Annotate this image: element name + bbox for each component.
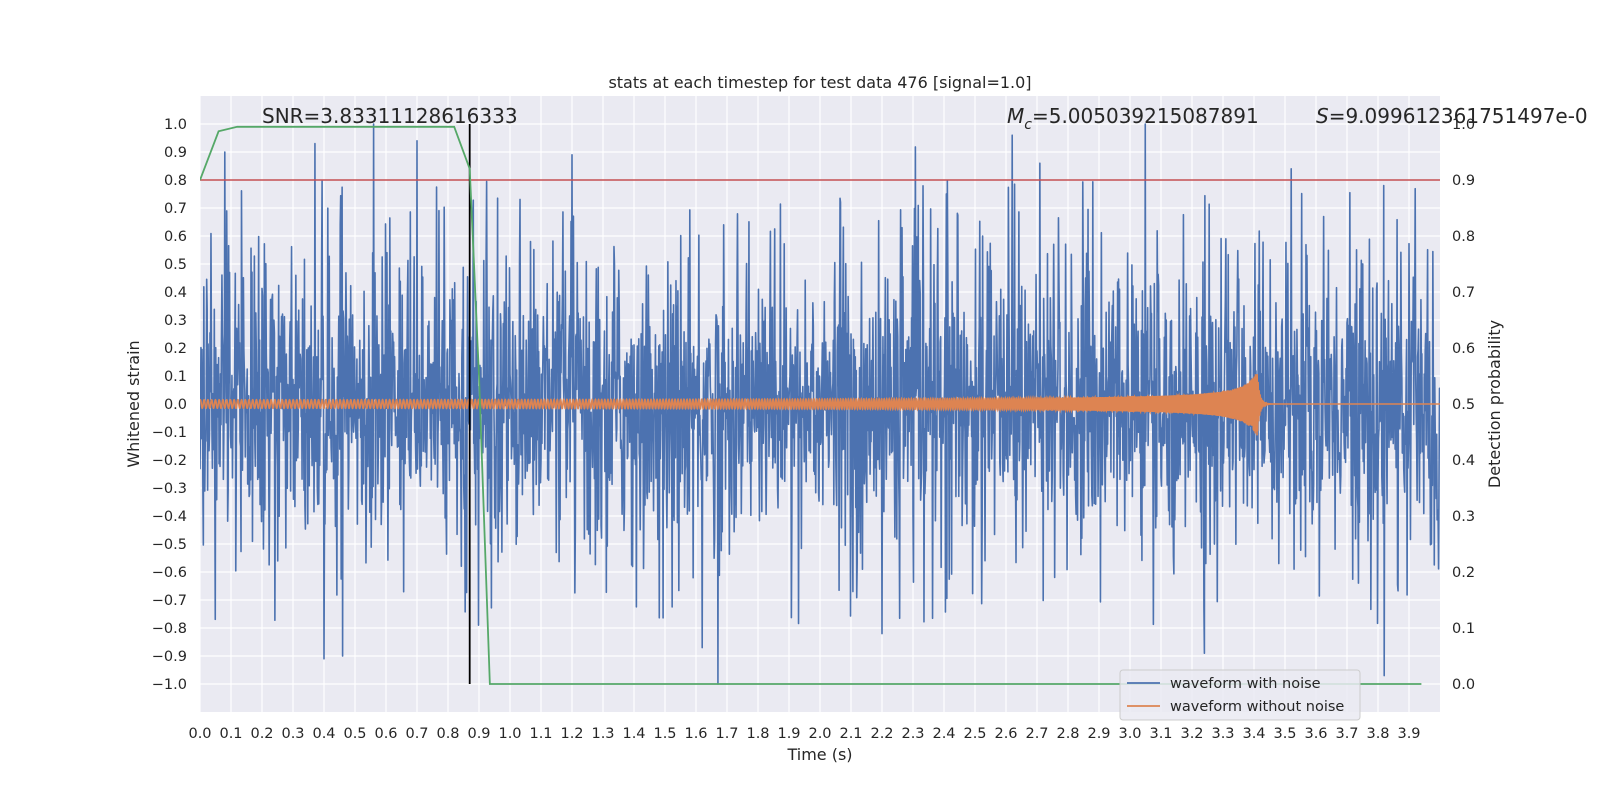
x-tick-label: 2.1 [839, 726, 862, 742]
x-tick-label: 3.4 [1242, 726, 1265, 742]
x-tick-label: 3.6 [1304, 726, 1327, 742]
x-tick-label: 2.8 [1056, 726, 1079, 742]
y-tick-label: −0.6 [152, 565, 187, 581]
x-tick-label: 1.5 [653, 726, 676, 742]
x-tick-label: 2.4 [932, 726, 955, 742]
y-tick-label: −0.9 [152, 649, 187, 665]
y2-tick-label: 0.9 [1452, 173, 1475, 189]
y-axis-label: Whitened strain [124, 340, 143, 467]
x-tick-label: 0.6 [374, 726, 397, 742]
spin-annotation: S=9.099612361751497e-0 [1316, 104, 1588, 128]
y-tick-label: 0.3 [164, 313, 187, 329]
x-axis-label: Time (s) [786, 745, 852, 764]
y-tick-label: 0.6 [164, 229, 187, 245]
y-tick-label: −0.3 [152, 481, 187, 497]
y2-tick-label: 1.0 [1452, 117, 1475, 133]
x-tick-label: 2.9 [1087, 726, 1110, 742]
y-tick-label: 1.0 [164, 117, 187, 133]
y-tick-label: −0.7 [152, 593, 187, 609]
y2-tick-label: 0.3 [1452, 509, 1475, 525]
x-tick-label: 1.7 [715, 726, 738, 742]
spin-value: =9.099612361751497e-0 [1329, 104, 1588, 128]
x-tick-label: 3.2 [1180, 726, 1203, 742]
y-tick-label: −0.4 [152, 509, 187, 525]
y2-axis-label: Detection probability [1485, 320, 1504, 488]
chart-title: stats at each timestep for test data 476… [608, 73, 1031, 92]
clean-line [200, 374, 1440, 436]
reference-lines [200, 124, 1440, 684]
y2-tick-label: 0.2 [1452, 565, 1475, 581]
legend-label-clean: waveform without noise [1170, 699, 1344, 715]
series-detection-probability [200, 125, 1422, 685]
spin-symbol: S [1316, 104, 1329, 128]
x-tick-label: 2.3 [901, 726, 924, 742]
x-tick-label: 0.8 [436, 726, 459, 742]
x-tick-label: 0.5 [343, 726, 366, 742]
legend-label-noise: waveform with noise [1170, 676, 1321, 692]
x-tick-label: 2.6 [994, 726, 1017, 742]
x-tick-label: 0.7 [405, 726, 428, 742]
y2-tick-label: 0.4 [1452, 453, 1475, 469]
x-tick-label: 1.0 [498, 726, 521, 742]
x-tick-label: 3.7 [1335, 726, 1358, 742]
y-tick-label: 0.9 [164, 145, 187, 161]
chirp-mass-subscript: c [1024, 117, 1032, 133]
x-tick-label: 0.1 [219, 726, 242, 742]
y-tick-label: 0.2 [164, 341, 187, 357]
y-tick-label: 0.4 [164, 285, 187, 301]
y2-tick-label: 0.5 [1452, 397, 1475, 413]
y-tick-label: −0.1 [152, 425, 187, 441]
x-tick-label: 3.5 [1273, 726, 1296, 742]
x-tick-label: 3.9 [1397, 726, 1420, 742]
y-tick-label: 0.0 [164, 397, 187, 413]
y2-tick-label: 0.7 [1452, 285, 1475, 301]
x-tick-label: 0.4 [312, 726, 335, 742]
snr-annotation: SNR=3.83311128616333 [262, 104, 518, 128]
x-tick-label: 3.1 [1149, 726, 1172, 742]
y-tick-label: −0.8 [152, 621, 187, 637]
x-tick-label: 2.7 [1025, 726, 1048, 742]
x-tick-label: 2.2 [870, 726, 893, 742]
y-tick-label: −0.2 [152, 453, 187, 469]
x-tick-label: 1.1 [529, 726, 552, 742]
y2-tick-label: 0.8 [1452, 229, 1475, 245]
x-tick-label: 2.5 [963, 726, 986, 742]
x-tick-label: 1.9 [777, 726, 800, 742]
legend: waveform with noise waveform without noi… [1119, 669, 1361, 721]
x-tick-label: 1.4 [622, 726, 645, 742]
series-waveform-without-noise [200, 374, 1440, 436]
y-tick-label: 0.8 [164, 173, 187, 189]
chirp-mass-symbol: M [1007, 104, 1024, 128]
probability-line [200, 125, 1422, 685]
x-tick-label: 2.0 [808, 726, 831, 742]
y2-tick-labels: 1.0 0.9 0.8 0.7 0.6 0.5 0.4 0.3 0.2 0.1 0.0 [1452, 117, 1475, 693]
x-tick-labels: 0.0 0.1 0.2 0.3 0.4 0.5 0.6 0.7 0.8 0.9 1.0 1.1 1.2 1… [188, 726, 1420, 742]
x-tick-label: 3.3 [1211, 726, 1234, 742]
y2-tick-label: 0.6 [1452, 341, 1475, 357]
y2-tick-label: 0.1 [1452, 621, 1475, 637]
x-tick-label: 1.8 [746, 726, 769, 742]
y-tick-label: 0.5 [164, 257, 187, 273]
y-tick-label: −1.0 [152, 677, 187, 693]
chirp-mass-value: =5.005039215087891 [1032, 104, 1259, 128]
chirp-mass-annotation: Mc=5.005039215087891 [1007, 104, 1259, 133]
x-tick-label: 0.0 [188, 726, 211, 742]
x-tick-label: 3.8 [1366, 726, 1389, 742]
y-tick-labels: 1.0 0.9 0.8 0.7 0.6 0.5 0.4 0.3 0.2 0.1 0.0 −0.1 −0.… [152, 117, 187, 693]
x-tick-label: 3.0 [1118, 726, 1141, 742]
y-tick-label: 0.1 [164, 369, 187, 385]
legend-frame [1119, 669, 1361, 721]
x-tick-label: 0.9 [467, 726, 490, 742]
y2-tick-label: 0.0 [1452, 677, 1475, 693]
x-tick-label: 1.3 [591, 726, 614, 742]
y-tick-label: 0.7 [164, 201, 187, 217]
y-tick-label: −0.5 [152, 537, 187, 553]
x-tick-label: 0.3 [281, 726, 304, 742]
x-tick-label: 1.6 [684, 726, 707, 742]
x-tick-label: 0.2 [250, 726, 273, 742]
x-tick-label: 1.2 [560, 726, 583, 742]
